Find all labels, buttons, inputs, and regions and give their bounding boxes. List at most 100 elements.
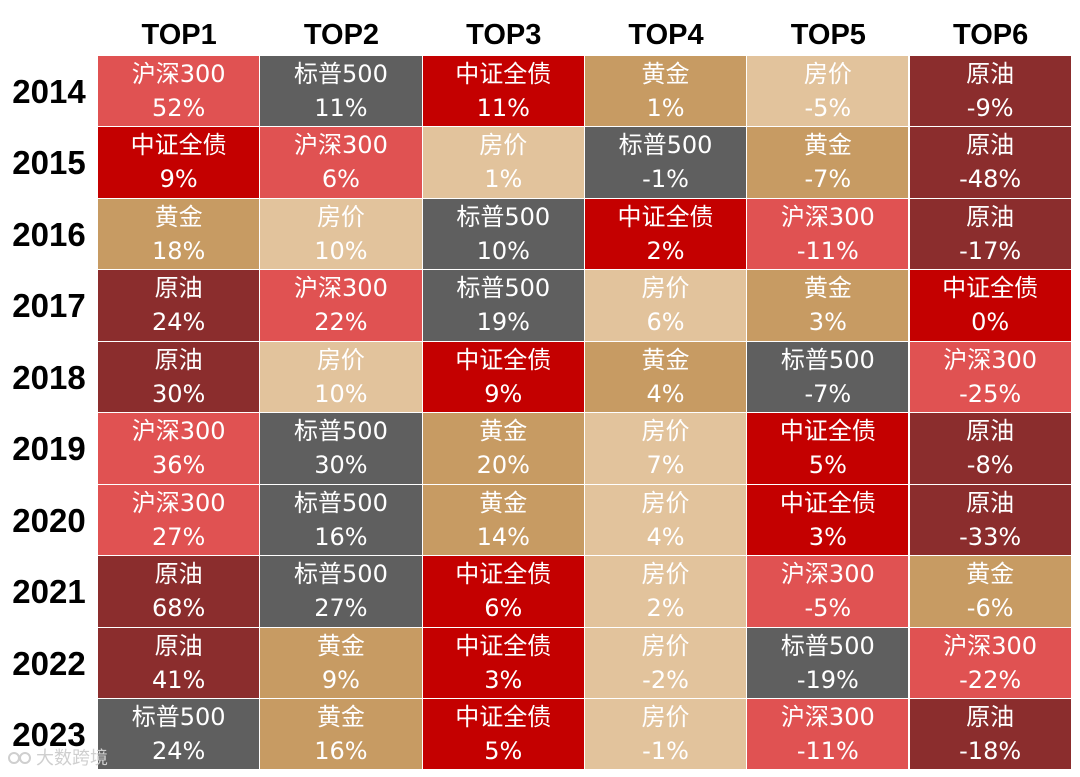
return-value: -17% [959,236,1022,265]
cell-2015-top2: 沪深300 6% [260,127,422,198]
return-value: -9% [966,94,1014,122]
cell-2022-top4: 房价 -2% [584,627,747,699]
asset-name: 房价 [316,202,365,231]
return-value: 6% [321,165,360,194]
cell-2017-top2: 沪深300 22% [260,270,422,341]
asset-name: 原油 [154,560,203,589]
cell-2019-top1: 沪深300 36% [98,413,260,484]
cell-2022-top2: 黄金 9% [260,627,422,699]
cell-2016-top3: 标普500 10% [422,198,584,270]
asset-name: 沪深300 [780,202,875,231]
return-value: 1% [646,94,685,122]
row-year-2023: 2023 [12,716,86,754]
return-value: 3% [808,308,847,337]
row-year-2021: 2021 [12,573,86,611]
return-value: 0% [971,308,1010,337]
return-value: -7% [804,165,852,194]
return-value: 11% [314,94,368,122]
asset-name: 房价 [803,60,852,88]
asset-name: 中证全债 [130,131,227,160]
asset-name: 中证全债 [455,345,552,374]
cell-2017-top6: 中证全债 0% [909,270,1071,341]
asset-name: 黄金 [479,417,528,446]
asset-name: 标普500 [456,202,551,231]
cell-2017-top3: 标普500 19% [422,270,584,341]
return-value: -25% [959,379,1022,408]
cell-2020-top2: 标普500 16% [260,484,422,556]
cell-2014-top1: 沪深300 52% [98,56,260,127]
return-value: 30% [314,451,368,480]
cell-2019-top3: 黄金 20% [422,413,584,484]
return-value: 14% [476,522,530,551]
asset-name: 标普500 [780,345,875,374]
cell-2019-top5: 中证全债 5% [747,413,909,484]
asset-name: 房价 [641,417,690,446]
cell-2019-top6: 原油 -8% [909,413,1071,484]
return-value: -2% [642,665,689,694]
return-value: 27% [314,594,368,623]
return-value: 9% [484,379,523,408]
return-value: 6% [484,594,523,623]
return-value: 10% [314,236,368,265]
cell-2020-top5: 中证全债 3% [747,484,909,556]
return-value: 16% [314,737,368,766]
return-value: 18% [151,236,206,265]
return-value: 22% [314,308,368,337]
return-value: -1% [642,165,689,194]
cell-2022-top6: 沪深300 -22% [909,627,1071,699]
asset-name: 标普500 [131,703,226,732]
cell-2021-top4: 房价 2% [584,556,747,627]
cell-2014-top4: 黄金 1% [584,56,747,127]
asset-name: 黄金 [803,274,852,303]
asset-name: 沪深300 [780,703,875,732]
watermark: 大数跨境 [8,744,108,770]
cell-2015-top5: 黄金 -7% [747,127,909,198]
cell-2017-top1: 原油 24% [98,270,260,341]
return-value: 5% [808,451,847,480]
return-value: 52% [151,94,206,122]
cell-2021-top2: 标普500 27% [260,556,422,627]
column-header-top2: TOP2 [303,19,380,51]
cell-2015-top4: 标普500 -1% [584,127,747,198]
cell-2014-top3: 中证全债 11% [422,56,584,127]
return-value: 27% [151,522,206,551]
asset-name: 标普500 [456,274,551,303]
asset-name: 原油 [154,631,203,660]
asset-name: 沪深300 [294,131,388,160]
row-year-2016: 2016 [12,215,86,253]
return-value: 36% [151,451,206,480]
asset-name: 黄金 [641,345,690,374]
cell-2016-top4: 中证全债 2% [584,198,747,270]
return-value: 41% [151,665,206,694]
row-year-2019: 2019 [12,430,86,468]
cell-2018-top1: 原油 30% [98,341,260,413]
asset-name: 房价 [641,488,690,517]
asset-name: 沪深300 [131,488,226,517]
asset-name: 黄金 [479,488,528,517]
cell-2019-top4: 房价 7% [584,413,747,484]
return-value: 1% [484,165,523,194]
asset-name: 房价 [641,274,690,303]
return-value: 6% [646,308,685,337]
asset-name: 原油 [966,703,1015,732]
asset-name: 沪深300 [943,631,1038,660]
asset-name: 标普500 [618,131,713,160]
asset-name: 黄金 [154,202,203,231]
cell-2023-top1: 标普500 24% [98,699,260,770]
return-value: 30% [151,379,206,408]
cell-2015-top3: 房价 1% [422,127,584,198]
row-year-2020: 2020 [12,501,86,539]
column-header-top3: TOP3 [466,19,542,51]
asset-name: 中证全债 [455,631,552,660]
asset-name: 沪深300 [780,560,875,589]
asset-name: 房价 [641,703,690,732]
return-value: -6% [966,594,1014,623]
return-value: -1% [642,737,689,766]
cell-2016-top6: 原油 -17% [909,198,1071,270]
row-year-2014: 2014 [12,73,86,110]
asset-name: 标普500 [294,60,388,88]
asset-name: 黄金 [316,631,365,660]
return-value: 11% [476,94,530,122]
cell-2023-top6: 原油 -18% [909,699,1071,770]
